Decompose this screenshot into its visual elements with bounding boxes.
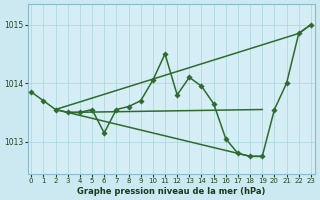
X-axis label: Graphe pression niveau de la mer (hPa): Graphe pression niveau de la mer (hPa) (77, 187, 265, 196)
